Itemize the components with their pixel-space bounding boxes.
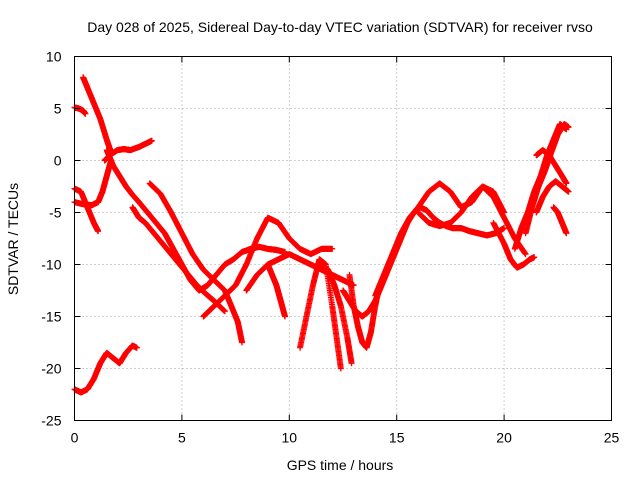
x-tick-label: 0 — [71, 430, 79, 446]
data-point — [82, 110, 89, 117]
y-tick-label: 5 — [54, 101, 62, 117]
series-arc11 — [264, 261, 289, 320]
x-tick-label: 15 — [389, 430, 405, 446]
y-tick-label: -10 — [41, 257, 61, 273]
y-tick-label: -20 — [41, 361, 61, 377]
y-tick-label: -15 — [41, 309, 61, 325]
series-arc12 — [297, 256, 344, 372]
series-arc5 — [71, 157, 115, 209]
series-arc23 — [550, 204, 570, 237]
data-point — [239, 339, 246, 346]
series-arc14 — [346, 271, 383, 351]
series-arc15 — [340, 204, 508, 320]
y-tick-label: 10 — [46, 49, 62, 65]
data-point — [95, 228, 102, 235]
x-tick-label: 5 — [178, 430, 186, 446]
series-arc17 — [415, 183, 529, 258]
series-arc4 — [71, 185, 102, 235]
data-point — [148, 137, 155, 144]
x-axis-label: GPS time / hours — [287, 457, 394, 473]
series-arc16 — [372, 180, 508, 299]
series-arc7 — [146, 180, 246, 346]
y-tick-label: -5 — [49, 205, 62, 221]
y-tick-label: 0 — [54, 153, 62, 169]
data-points — [71, 74, 572, 396]
x-tick-label: 20 — [496, 430, 512, 446]
y-tick-label: -25 — [41, 413, 61, 429]
x-tick-label: 10 — [282, 430, 298, 446]
series-arc8 — [129, 204, 228, 315]
series-arc1 — [71, 104, 89, 117]
series-arc24 — [71, 342, 140, 396]
series-arc10 — [243, 251, 357, 294]
series-arc2 — [80, 74, 115, 156]
y-axis-label: SDTVAR / TECUs — [5, 183, 21, 295]
x-tick-label: 25 — [604, 430, 620, 446]
chart-title: Day 028 of 2025, Sidereal Day-to-day VTE… — [87, 19, 593, 35]
